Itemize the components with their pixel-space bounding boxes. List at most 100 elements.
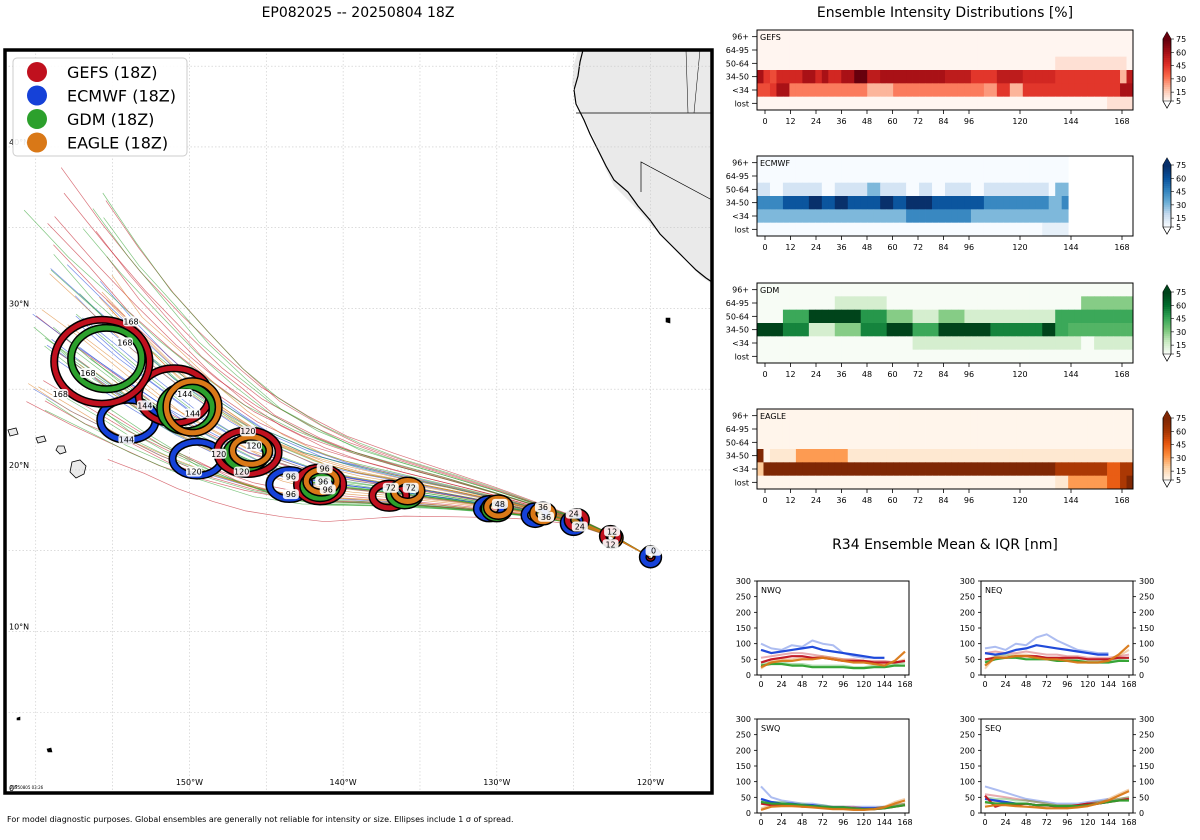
heatmap-cell	[808, 283, 816, 297]
heatmap-cell	[1074, 422, 1082, 437]
heatmap-cell	[880, 96, 888, 111]
heatmap-cell	[1100, 409, 1108, 423]
heatmap-cell	[899, 30, 907, 44]
heatmap-cell	[996, 296, 1004, 311]
heatmap-x-tick-label: 48	[862, 496, 872, 505]
heatmap-cell	[1100, 422, 1108, 437]
lat-tick-label: 30°N	[9, 299, 29, 308]
heatmap-cell	[1042, 409, 1050, 423]
heatmap-cell	[990, 30, 998, 44]
heatmap-cell	[1048, 196, 1056, 210]
heatmap-cell	[1113, 336, 1121, 351]
heatmap-cell	[886, 83, 894, 98]
colorbar-segment	[1163, 298, 1171, 301]
heatmap-cell	[1029, 435, 1037, 450]
heatmap-cell	[996, 182, 1004, 197]
heatmap-cell	[886, 283, 894, 297]
heatmap-cell	[763, 336, 771, 351]
heatmap-model-label: GDM	[760, 286, 779, 295]
r34-x-tick-label: 144	[877, 818, 892, 827]
heatmap-cell	[970, 422, 978, 437]
hawaii-maui	[55, 445, 67, 455]
heatmap-cell	[1120, 83, 1127, 98]
heatmap-cell	[1120, 409, 1127, 423]
heatmap-cell	[983, 209, 991, 224]
heatmap-cell	[776, 196, 784, 210]
colorbar-segment	[1163, 74, 1171, 77]
heatmap-cell	[1009, 349, 1017, 364]
heatmap-x-tick-label: 144	[1063, 496, 1078, 505]
heatmap-cell	[1009, 96, 1017, 111]
heatmap-cell	[854, 349, 862, 364]
heatmap-cell	[1055, 462, 1063, 477]
heatmap-cell	[1035, 475, 1043, 490]
heatmap-cell	[795, 209, 803, 224]
heatmap-cell	[795, 156, 803, 170]
heatmap-cell	[1009, 323, 1017, 337]
heatmap-cell	[912, 462, 920, 477]
heatmap-cell	[847, 336, 855, 351]
heatmap-cell	[1087, 462, 1095, 477]
heatmap-cell	[899, 309, 907, 324]
heatmap-cell	[938, 96, 946, 111]
heatmap-cell	[867, 56, 875, 71]
r34-x-tick-label: 24	[1000, 818, 1010, 827]
heatmap-cell	[1048, 336, 1056, 351]
heatmap-cell	[847, 30, 855, 44]
heatmap-cell	[964, 323, 972, 337]
heatmap-cell	[1087, 83, 1095, 98]
heatmap-cell	[990, 475, 998, 490]
colorbar-segment	[1163, 475, 1171, 479]
heatmap-cell	[1016, 222, 1024, 237]
heatmap-cell	[970, 56, 978, 71]
map-frame	[3, 48, 714, 795]
heatmap-cell	[789, 283, 797, 297]
heatmap-cell	[1094, 336, 1101, 351]
heatmap-cell	[886, 435, 894, 450]
r34-y-tick-label-left: 250	[960, 593, 975, 602]
heatmap-cell	[996, 196, 1004, 210]
colorbar-segment	[1163, 57, 1171, 61]
heatmap-cell	[925, 435, 933, 450]
heatmap-cell	[815, 309, 823, 324]
heatmap-cell	[1107, 422, 1114, 437]
heatmap-cell	[1126, 56, 1134, 71]
heatmap-cell	[802, 156, 810, 170]
heatmap-x-tick-label: 60	[887, 370, 897, 379]
heatmap-cell	[769, 30, 777, 44]
heatmap-cell	[932, 56, 939, 71]
heatmap-cell	[1087, 449, 1095, 463]
heatmap-cell	[763, 309, 771, 324]
heatmap-cell	[886, 336, 894, 351]
colorbar-tick-label: 45	[1176, 315, 1186, 324]
heatmap-cell	[757, 323, 764, 337]
heatmap-cell	[1035, 30, 1043, 44]
heatmap-cell	[763, 449, 771, 463]
colorbar-segment	[1163, 335, 1171, 338]
heatmap-cell	[841, 336, 849, 351]
heatmap-cell	[1016, 196, 1024, 210]
spread-ellipse	[163, 378, 222, 436]
heatmap-row-label: lost	[735, 352, 749, 361]
heatmap-cell	[1009, 196, 1017, 210]
heatmap-cell	[1035, 349, 1043, 364]
heatmap-cell	[932, 475, 939, 490]
heatmap-cell	[1113, 70, 1121, 84]
heatmap-cell	[1022, 196, 1030, 210]
heatmap-cell	[1126, 435, 1134, 450]
heatmap-cell	[1074, 296, 1082, 311]
r34-series-ecmwf-mean	[984, 644, 1109, 656]
heatmap-cell	[957, 323, 965, 337]
colorbar-segment	[1163, 349, 1171, 353]
colorbar-segment	[1163, 49, 1171, 52]
heatmap-cell	[1068, 336, 1076, 351]
heatmap-cell	[899, 409, 907, 423]
r34-y-tick-label-left: 150	[960, 624, 975, 633]
colorbar-tick-label: 60	[1176, 427, 1186, 436]
heatmap-cell	[983, 222, 991, 237]
heatmap-cell	[841, 283, 849, 297]
heatmap-cell	[789, 309, 797, 324]
heatmap-cell	[1016, 96, 1024, 111]
r34-y-tick-label: 150	[736, 762, 751, 771]
